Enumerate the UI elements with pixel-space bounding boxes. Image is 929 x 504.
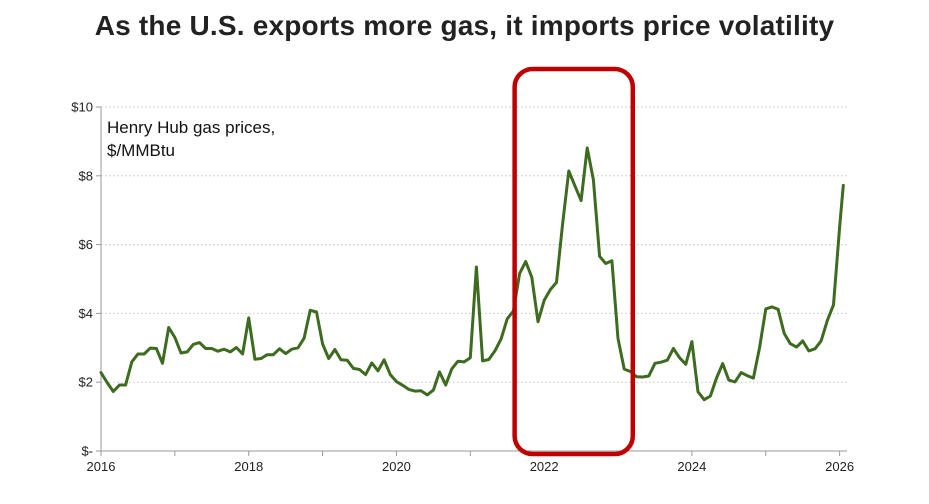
- x-tick-label-1: 2018: [234, 459, 263, 474]
- y-tick-label-2: $4: [79, 306, 93, 321]
- annotation-line-2: $/MMBtu: [107, 141, 175, 160]
- annotation-line-1: Henry Hub gas prices,: [107, 118, 275, 137]
- x-tick-label-2: 2020: [382, 459, 411, 474]
- y-axis-ticks: $- $2 $4 $6 $8 $10: [71, 100, 101, 459]
- chart-title: As the U.S. exports more gas, it imports…: [94, 10, 835, 41]
- y-tick-label-3: $6: [79, 237, 93, 252]
- y-tick-label-1: $2: [79, 375, 93, 390]
- y-tick-label-5: $10: [71, 100, 93, 115]
- highlight-box: [512, 66, 636, 457]
- series-group: [99, 146, 845, 402]
- x-axis-ticks: 2016 2018 2020 2022 2024 2026: [87, 451, 854, 474]
- x-tick-label-3: 2022: [530, 459, 559, 474]
- x-tick-label-0: 2016: [87, 459, 116, 474]
- series-line-0: [99, 146, 845, 402]
- x-tick-label-4: 2024: [677, 459, 706, 474]
- y-tick-label-4: $8: [79, 168, 93, 183]
- x-tick-label-5: 2026: [825, 459, 854, 474]
- y-tick-label-0: $-: [81, 444, 93, 459]
- highlight-group: [512, 66, 636, 457]
- axes: [100, 107, 847, 452]
- gridlines: [101, 106, 847, 383]
